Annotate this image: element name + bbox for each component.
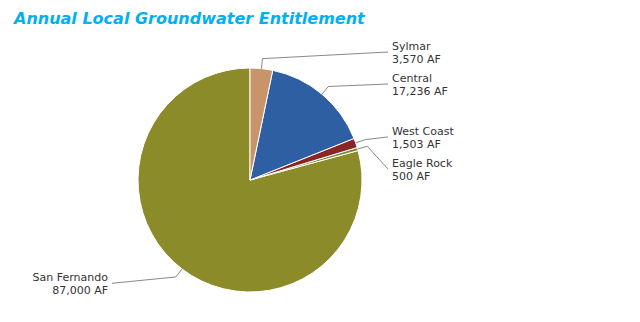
data-label: 87,000 AF bbox=[52, 284, 108, 297]
pie: San Fernando87,000 AF Eagle Rock500 AF Wes… bbox=[33, 40, 455, 297]
category-label: Central bbox=[392, 72, 432, 85]
category-label: West Coast bbox=[392, 125, 454, 138]
data-label: 1,503 AF bbox=[392, 138, 441, 151]
slice bbox=[138, 68, 362, 292]
leader-line bbox=[356, 137, 388, 143]
leader-line bbox=[322, 84, 388, 94]
leader-line bbox=[261, 52, 388, 69]
data-label: 17,236 AF bbox=[392, 85, 448, 98]
data-label: 3,570 AF bbox=[392, 53, 441, 66]
chart: Annual Local Groundwater Entitlement San … bbox=[0, 0, 640, 322]
labels: San Fernando87,000 AF Eagle Rock500 AF Wes… bbox=[33, 40, 455, 297]
leader-line bbox=[358, 146, 388, 169]
leader-line bbox=[112, 269, 182, 283]
category-label: San Fernando bbox=[33, 271, 109, 284]
data-label: 500 AF bbox=[392, 170, 430, 183]
category-label: Sylmar bbox=[392, 40, 431, 53]
slice bbox=[250, 68, 273, 180]
title: Annual Local Groundwater Entitlement bbox=[12, 9, 366, 28]
category-label: Eagle Rock bbox=[392, 157, 453, 170]
